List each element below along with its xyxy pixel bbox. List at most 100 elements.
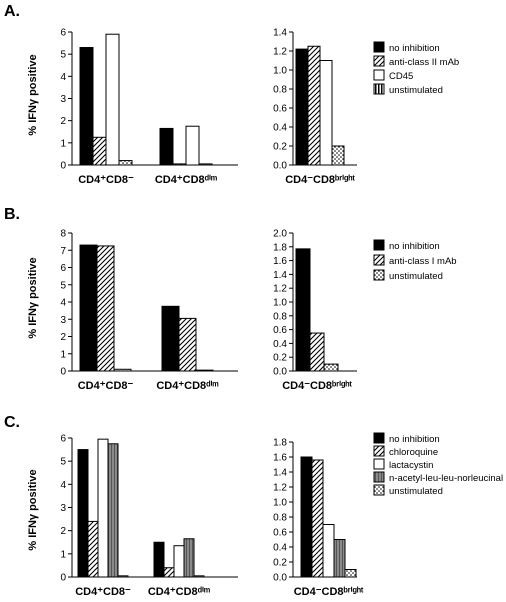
legend-label: no inhibition — [389, 434, 440, 445]
bar — [153, 541, 165, 578]
bar — [198, 163, 213, 166]
y-tick-label: 0.4 — [273, 123, 287, 134]
bar — [295, 248, 311, 372]
y-tick-label: 1.4 — [273, 28, 287, 39]
bar — [107, 443, 119, 578]
y-tick-label: 3 — [60, 315, 66, 326]
y-tick-label: 1.2 — [273, 47, 287, 58]
panel-letter: A. — [4, 3, 20, 20]
y-tick-label: 6 — [60, 263, 66, 274]
y-tick-label: 1 — [60, 349, 66, 360]
y-tick-label: 2 — [60, 526, 66, 537]
bar — [295, 48, 309, 166]
bar — [117, 575, 129, 578]
y-tick-label: 1 — [60, 549, 66, 560]
y-tick-label: 5 — [60, 280, 66, 291]
legend-swatch — [373, 41, 385, 53]
y-tick-label: 0.4 — [273, 543, 287, 554]
y-tick-label: 2.0 — [273, 229, 287, 240]
bar — [79, 47, 94, 166]
bar — [79, 244, 98, 372]
y-axis-label: % IFNγ positive — [27, 469, 39, 550]
bar — [173, 545, 185, 578]
y-tick-label: 4 — [60, 298, 66, 309]
y-tick-label: 1.8 — [273, 242, 287, 253]
legend-label: anti-class II mAb — [389, 57, 459, 68]
y-tick-label: 0.0 — [273, 573, 287, 584]
y-tick-label: 1.0 — [273, 298, 287, 309]
bar — [87, 520, 99, 578]
y-tick-label: 1.0 — [273, 498, 287, 509]
category-label: CD4⁺CD8ᵈⁱᵐ — [155, 173, 217, 186]
bar — [322, 524, 335, 578]
bar — [319, 60, 333, 166]
legend-label: unstimulated — [389, 271, 443, 282]
category-label: CD4⁻CD8ᵇʳⁱᵍʰᵗ — [285, 173, 355, 186]
legend-label: no inhibition — [389, 43, 440, 54]
y-tick-label: 0.2 — [273, 353, 287, 364]
bar — [118, 160, 133, 166]
y-tick-label: 4 — [60, 480, 66, 491]
category-label: CD4⁻CD8ᵇʳⁱᵍʰᵗ — [282, 379, 352, 392]
category-label: CD4⁺CD8⁻ — [75, 586, 131, 598]
y-tick-label: 8 — [60, 229, 66, 240]
y-tick-label: 0 — [60, 161, 66, 172]
y-axis-label: % IFNγ positive — [27, 257, 39, 338]
y-tick-label: 0 — [60, 573, 66, 584]
bar — [331, 145, 345, 166]
legend-swatch — [373, 239, 385, 251]
bar — [309, 332, 325, 372]
y-tick-label: 1.2 — [273, 483, 287, 494]
y-tick-label: 1.4 — [273, 270, 287, 281]
legend-swatch — [373, 471, 385, 483]
legend-swatch — [373, 269, 385, 281]
y-tick-label: 1.8 — [273, 438, 287, 449]
legend-label: unstimulated — [389, 486, 443, 497]
legend-label: CD45 — [389, 71, 413, 82]
bar — [307, 45, 321, 166]
y-tick-label: 5 — [60, 457, 66, 468]
y-tick-label: 1.0 — [273, 66, 287, 77]
legend-swatch — [373, 55, 385, 67]
y-tick-label: 0.0 — [273, 367, 287, 378]
y-tick-label: 0.4 — [273, 339, 287, 350]
y-tick-label: 0.6 — [273, 325, 287, 336]
panel-letter: B. — [4, 206, 20, 223]
bar — [323, 363, 339, 372]
bar — [300, 456, 313, 578]
legend-swatch — [373, 432, 385, 444]
bar — [178, 317, 197, 372]
legend-swatch — [373, 69, 385, 81]
y-tick-label: 3 — [60, 94, 66, 105]
legend-label: lactacystin — [389, 460, 433, 471]
y-tick-label: 2 — [60, 332, 66, 343]
bar — [97, 438, 109, 578]
y-tick-label: 1.4 — [273, 468, 287, 479]
legend-label: no inhibition — [389, 241, 440, 252]
y-tick-label: 2 — [60, 116, 66, 127]
category-label: CD4⁺CD8ᵈⁱᵐ — [148, 585, 210, 598]
y-axis-label: % IFNγ positive — [27, 54, 39, 135]
y-tick-label: 1 — [60, 138, 66, 149]
legend-swatch — [373, 445, 385, 457]
bar — [185, 125, 200, 166]
legend-swatch — [373, 458, 385, 470]
bar — [92, 136, 107, 166]
legend-label: n-acetyl-leu-leu-norleucinal — [389, 473, 503, 484]
y-tick-label: 4 — [60, 72, 66, 83]
bar — [113, 368, 132, 372]
category-label: CD4⁻CD8ᵇʳⁱᵍʰᵗ — [294, 585, 364, 598]
y-tick-label: 0.6 — [273, 104, 287, 115]
bar — [105, 33, 120, 166]
bar — [77, 449, 89, 578]
y-tick-label: 0.2 — [273, 558, 287, 569]
y-tick-label: 3 — [60, 503, 66, 514]
y-tick-label: 6 — [60, 28, 66, 39]
legend-label: anti-class I mAb — [389, 256, 457, 267]
y-tick-label: 0.8 — [273, 311, 287, 322]
legend-label: unstimulated — [389, 85, 443, 96]
y-tick-label: 0.0 — [273, 161, 287, 172]
bar — [193, 575, 205, 578]
bar — [172, 163, 187, 166]
